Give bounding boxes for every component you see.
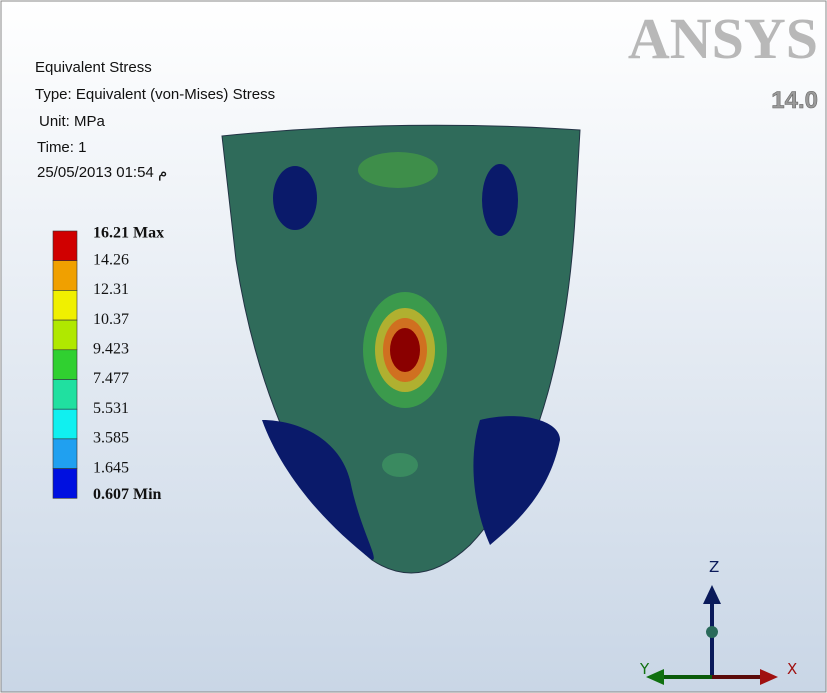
legend-swatch [53,290,77,320]
legend-level: 16.21 Max [93,225,164,242]
logo: ANSYS [628,6,818,71]
viewport: ANSYS 14.0 Equivalent Stress Type: Equiva… [0,0,827,693]
header-line: Time: 1 [37,139,86,156]
version: 14.0 [771,87,818,114]
legend-level: 10.37 [93,311,129,328]
legend-swatch [53,380,77,410]
page: ANSYS 14.0 Equivalent Stress Type: Equiva… [0,0,827,693]
legend-level: 9.423 [93,340,129,357]
legend-level: 3.585 [93,430,129,447]
legend-swatch [53,320,77,350]
header-line: 25/05/2013 01:54 م [37,164,167,181]
legend-swatch [53,231,77,261]
legend-level: 1.645 [93,459,129,476]
axis-label: Z [709,558,719,576]
header-line: Unit: MPa [39,113,106,130]
legend-level: 7.477 [93,370,129,387]
legend-swatch [53,261,77,291]
axis-label: X [787,660,797,678]
legend-level: 14.26 [93,251,129,268]
legend-swatch [53,350,77,380]
legend-level: 5.531 [93,400,129,417]
legend-swatch [53,439,77,469]
legend-level: 12.31 [93,281,129,298]
legend-swatch [53,409,77,439]
header-line: Equivalent Stress [35,59,152,76]
axis-label: Y [639,660,650,678]
legend-swatch [53,469,77,499]
header-line: Type: Equivalent (von-Mises) Stress [35,86,275,103]
legend-level: 0.607 Min [93,486,162,503]
